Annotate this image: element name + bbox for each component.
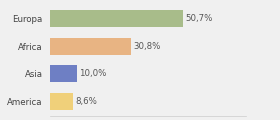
Text: 30,8%: 30,8%	[133, 42, 160, 51]
Bar	[50, 10, 183, 27]
Bar	[50, 93, 73, 110]
Text: 10,0%: 10,0%	[79, 69, 106, 78]
Bar	[50, 65, 76, 82]
Text: 8,6%: 8,6%	[75, 97, 97, 106]
Text: 50,7%: 50,7%	[185, 14, 212, 23]
Bar	[50, 38, 131, 55]
